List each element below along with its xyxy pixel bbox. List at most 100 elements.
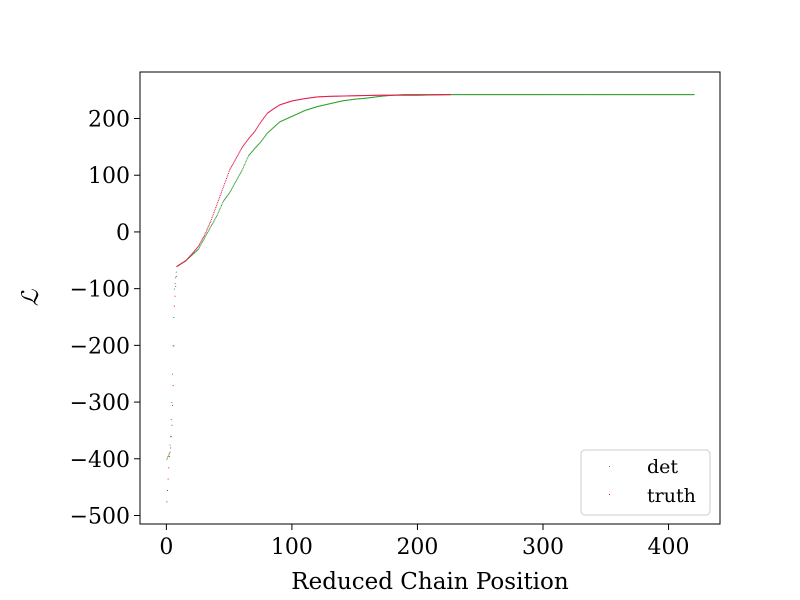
truth-point	[440, 94, 442, 96]
det-point	[518, 94, 520, 96]
det-point	[507, 94, 509, 96]
truth-point	[354, 95, 356, 97]
det-point	[546, 94, 548, 96]
truth-point	[419, 94, 421, 96]
det-point	[358, 98, 360, 100]
det-point	[620, 94, 622, 96]
det-point	[463, 94, 465, 96]
det-point	[630, 94, 632, 96]
det-point	[666, 94, 668, 96]
det-series	[166, 94, 695, 460]
truth-point	[336, 95, 338, 97]
truth-point	[412, 94, 414, 96]
det-point	[485, 94, 487, 96]
det-point	[240, 171, 242, 173]
det-point	[310, 108, 312, 110]
det-point	[472, 94, 474, 96]
det-point	[553, 94, 555, 96]
det-point	[267, 132, 269, 134]
det-point	[532, 94, 534, 96]
truth-point	[171, 424, 173, 426]
det-point	[509, 94, 511, 96]
det-point	[305, 109, 307, 111]
det-point	[415, 94, 417, 96]
truth-point	[438, 94, 440, 96]
det-point	[266, 133, 268, 135]
det-point	[586, 94, 588, 96]
det-point	[489, 94, 491, 96]
det-point	[513, 94, 515, 96]
det-point	[253, 148, 255, 150]
det-point	[252, 150, 254, 152]
det-point	[327, 103, 329, 105]
truth-point	[295, 99, 297, 101]
truth-point	[283, 102, 285, 104]
truth-point	[416, 94, 418, 96]
truth-point	[302, 98, 304, 100]
det-point	[245, 161, 247, 163]
truth-point	[167, 478, 169, 480]
det-point	[580, 94, 582, 96]
det-point	[476, 94, 478, 96]
det-point	[547, 94, 549, 96]
truth-point	[418, 94, 420, 96]
det-point	[281, 120, 283, 122]
truth-point	[250, 135, 252, 137]
truth-point	[206, 229, 208, 231]
det-point	[539, 94, 541, 96]
det-point	[594, 94, 596, 96]
truth-point	[419, 94, 421, 96]
det-point	[349, 99, 351, 101]
det-point	[385, 95, 387, 97]
det-point	[293, 114, 295, 116]
det-point	[544, 94, 546, 96]
truth-point	[271, 109, 273, 111]
det-point	[344, 100, 345, 102]
det-point	[249, 153, 251, 155]
det-point	[540, 94, 542, 96]
det-point	[413, 94, 415, 96]
truth-point	[273, 108, 275, 110]
det-point	[572, 94, 574, 96]
truth-point	[178, 264, 180, 266]
det-point	[473, 94, 475, 96]
det-point	[642, 94, 644, 96]
det-point	[500, 94, 502, 96]
truth-point	[276, 105, 278, 107]
y-tick-label: −300	[70, 391, 130, 416]
truth-point	[396, 94, 398, 96]
det-point	[619, 94, 621, 96]
det-point	[246, 158, 248, 160]
truth-point	[389, 94, 391, 96]
det-point	[411, 94, 413, 96]
det-point	[173, 317, 175, 318]
det-point	[226, 196, 227, 198]
det-point	[380, 95, 382, 97]
truth-point	[212, 213, 214, 215]
det-point	[364, 97, 366, 99]
truth-point	[320, 96, 322, 98]
det-point	[589, 94, 591, 96]
truth-point	[232, 162, 234, 164]
det-point	[262, 138, 264, 140]
truth-point	[327, 95, 329, 97]
det-point	[200, 244, 202, 246]
det-point	[189, 256, 191, 258]
det-point	[571, 94, 573, 96]
det-point	[459, 94, 461, 96]
truth-point	[296, 99, 298, 101]
truth-point	[264, 115, 266, 117]
det-point	[674, 94, 676, 96]
truth-point	[166, 501, 168, 503]
det-point	[457, 94, 459, 96]
det-point	[371, 96, 373, 98]
truth-point	[173, 345, 175, 347]
truth-point	[344, 95, 346, 97]
truth-point	[234, 159, 236, 161]
det-point	[202, 241, 204, 242]
det-point	[627, 94, 629, 96]
truth-point	[247, 139, 249, 141]
det-point	[247, 156, 249, 158]
det-point	[419, 94, 421, 96]
truth-point	[185, 259, 187, 261]
